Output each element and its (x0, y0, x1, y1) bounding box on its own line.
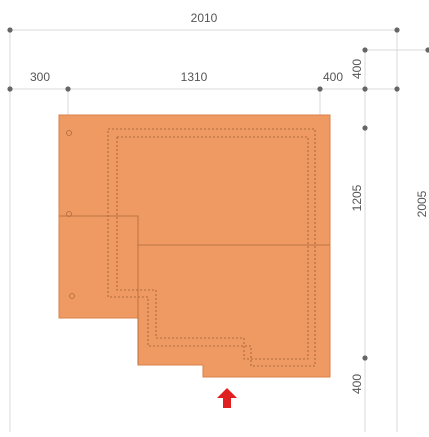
dimension-lines (9, 29, 429, 432)
dimension-dot (317, 86, 323, 92)
dimension-dot (362, 86, 368, 92)
dimension-dot (7, 86, 13, 92)
entrance-arrow-icon (217, 388, 237, 408)
dimension-dot (425, 47, 429, 53)
dimension-dot (394, 27, 400, 33)
downpipe-marker (69, 293, 75, 299)
dimension-dots (7, 27, 429, 361)
building-roof (58, 114, 331, 378)
downpipe-marker (66, 130, 72, 136)
left-setback-label: 300 (30, 70, 50, 84)
bottom-setback-label: 400 (350, 374, 364, 394)
overall-depth-label: 2005 (415, 190, 429, 217)
wall-outline-dashed (107, 128, 316, 367)
wall-outline-dashed-inner (116, 136, 309, 360)
dimension-dot (362, 355, 368, 361)
right-setback-label: 400 (323, 70, 343, 84)
building-depth-label: 1205 (350, 184, 364, 211)
downpipe-marker (66, 211, 72, 217)
dimension-dot (394, 86, 400, 92)
dimension-dot (362, 125, 368, 131)
dimension-dot (65, 86, 71, 92)
building-width-label: 1310 (181, 70, 208, 84)
top-setback-label: 400 (350, 59, 364, 79)
dimension-labels: 2010 300 1310 400 400 1205 400 2005 (30, 11, 429, 394)
dimension-dot (7, 27, 13, 33)
dimension-dot (362, 47, 368, 53)
overall-width-label: 2010 (191, 11, 218, 25)
roof-ridge-line (59, 215, 330, 246)
building-footprint (58, 114, 331, 378)
